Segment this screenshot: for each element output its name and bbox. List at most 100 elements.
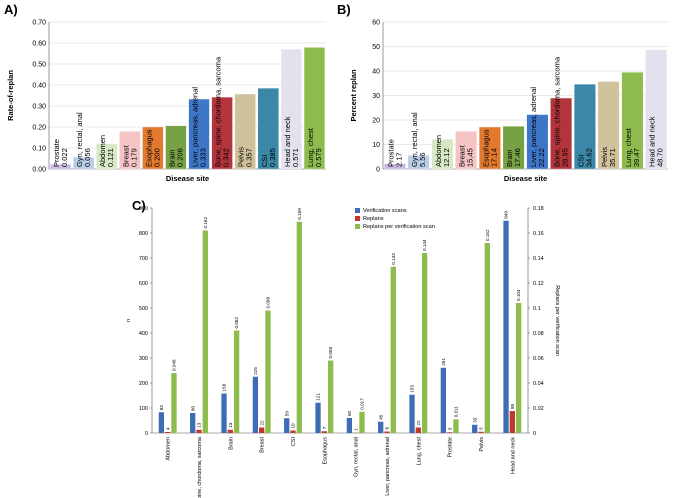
bar: [597, 81, 620, 170]
bar: [503, 220, 509, 433]
bar-value-label: 0.133: [391, 253, 396, 265]
bar: [447, 432, 453, 433]
bar-category-label: Brain: [167, 149, 176, 167]
bar-value-label: 0.022: [60, 148, 69, 167]
bar: [171, 373, 177, 433]
bar-value-label: 1: [353, 428, 358, 431]
bar-value-label: 0.144: [422, 239, 427, 251]
bar-value-label: 0.206: [175, 148, 184, 167]
bar: [421, 253, 428, 433]
bar: [574, 84, 596, 170]
bar: [265, 310, 271, 433]
panel-b-label: B): [337, 2, 351, 17]
bar-category-label: Prostate: [52, 139, 61, 167]
bar-category-label: Pelvis: [237, 147, 246, 167]
y2-tick-label: 0.12: [533, 281, 544, 287]
bar: [158, 412, 165, 433]
bar-value-label: 80: [190, 405, 195, 411]
bar-value-label: 33: [472, 417, 477, 423]
y2-axis-title: Replans per verification scan: [554, 285, 560, 356]
legend-entry: Replans per verification scan: [363, 224, 435, 230]
x-category-label: Esophagus: [322, 437, 328, 465]
y2-tick-label: 0.14: [533, 256, 544, 262]
x-category-label: Bone, spine, chordoma, sarcoma: [197, 436, 203, 498]
y-tick-label: 200: [139, 381, 148, 387]
bar: [645, 49, 667, 170]
y2-tick-label: 0.02: [533, 406, 544, 412]
bar-value-label: 121: [316, 393, 321, 401]
legend-swatch: [355, 208, 360, 213]
bar-value-label: 17.14: [489, 148, 498, 167]
bar: [252, 376, 259, 433]
bar: [455, 130, 477, 170]
bar: [165, 125, 187, 170]
bar: [202, 230, 208, 433]
legend-swatch: [355, 216, 360, 221]
legend-entry: Verification scans: [363, 208, 407, 214]
bar: [515, 303, 522, 433]
y2-tick-label: 0.1: [533, 306, 541, 312]
bar-category-label: Breast: [121, 144, 130, 167]
y-tick-label: 0.30: [32, 104, 46, 111]
y-axis-title: n: [126, 319, 132, 322]
bar-value-label: 5.56: [418, 152, 427, 167]
x-category-label: Breast: [260, 437, 266, 453]
bar: [472, 424, 478, 433]
x-category-label: Head and neck: [510, 437, 516, 474]
bar: [211, 97, 233, 170]
bar-value-label: 6: [385, 427, 390, 430]
bar-value-label: 0.056: [83, 148, 92, 167]
bar-value-label: 0.121: [106, 148, 115, 167]
bar-category-label: Bone, spine, chordoma, sarcoma: [214, 56, 223, 167]
bar-value-label: 48.70: [656, 148, 665, 167]
bar-value-label: 45: [378, 414, 383, 420]
bar-value-label: 22: [259, 420, 264, 426]
y-tick-label: 100: [139, 406, 148, 412]
bar: [453, 419, 459, 433]
bar-category-label: Liver, pancreas, adrenal: [191, 87, 200, 167]
bar-value-label: 34.62: [584, 148, 593, 167]
panel-c-label: C): [132, 198, 146, 213]
bar-value-label: 22.22: [537, 148, 546, 167]
bar-category-label: Esophagus: [481, 129, 490, 167]
y-tick-label: 0.60: [32, 41, 46, 48]
chart-c-counts: 0 100 200 300 400 500 600 700 800 900 0 0.02 0.04 0.0…: [126, 206, 560, 498]
bar-category-label: Liver, pancreas, adrenal: [529, 87, 538, 167]
bar: [221, 393, 227, 433]
bar-value-label: 0.385: [268, 148, 277, 167]
y2-tick-label: 0: [533, 431, 536, 437]
y-tick-label: 40: [372, 69, 380, 76]
y-tick-label: 500: [139, 306, 148, 312]
bar-value-label: 88: [510, 403, 515, 409]
bar: [484, 243, 490, 433]
y2-tick-label: 0.06: [533, 356, 544, 362]
bar-value-label: 0.179: [129, 148, 138, 167]
bar-category-label: CSI: [576, 154, 585, 167]
legend-entry: Replans: [363, 216, 384, 222]
bar-value-label: 0.342: [222, 148, 231, 167]
x-category-label: Prostate: [448, 437, 454, 457]
bar-value-label: 10: [291, 423, 296, 429]
bar: [415, 427, 421, 433]
y2-tick-label: 0.08: [533, 331, 544, 337]
x-axis-title: Disease site: [166, 174, 209, 183]
bar-value-label: 0.098: [266, 297, 271, 309]
bar-value-label: 59: [284, 411, 289, 417]
bar-category-label: Abdomen: [434, 135, 443, 167]
y-tick-label: 0: [376, 167, 380, 174]
bar-value-label: 35.71: [608, 148, 617, 167]
bar: [190, 413, 196, 433]
y-tick-label: 0.40: [32, 83, 46, 90]
bar-value-label: 0.152: [485, 229, 490, 241]
bar-value-label: 0.579: [314, 148, 323, 167]
y-axis-title: Percent replan: [349, 69, 358, 122]
y-tick-label: 400: [139, 331, 148, 337]
bar-value-label: 5: [479, 427, 484, 430]
bar-value-label: 17.46: [513, 148, 522, 167]
bar-value-label: 0.571: [291, 148, 300, 167]
bar-value-label: 849: [504, 211, 509, 219]
bar-value-label: 12.12: [442, 148, 451, 167]
bar: [142, 126, 164, 170]
y-tick-label: 0.20: [32, 125, 46, 132]
